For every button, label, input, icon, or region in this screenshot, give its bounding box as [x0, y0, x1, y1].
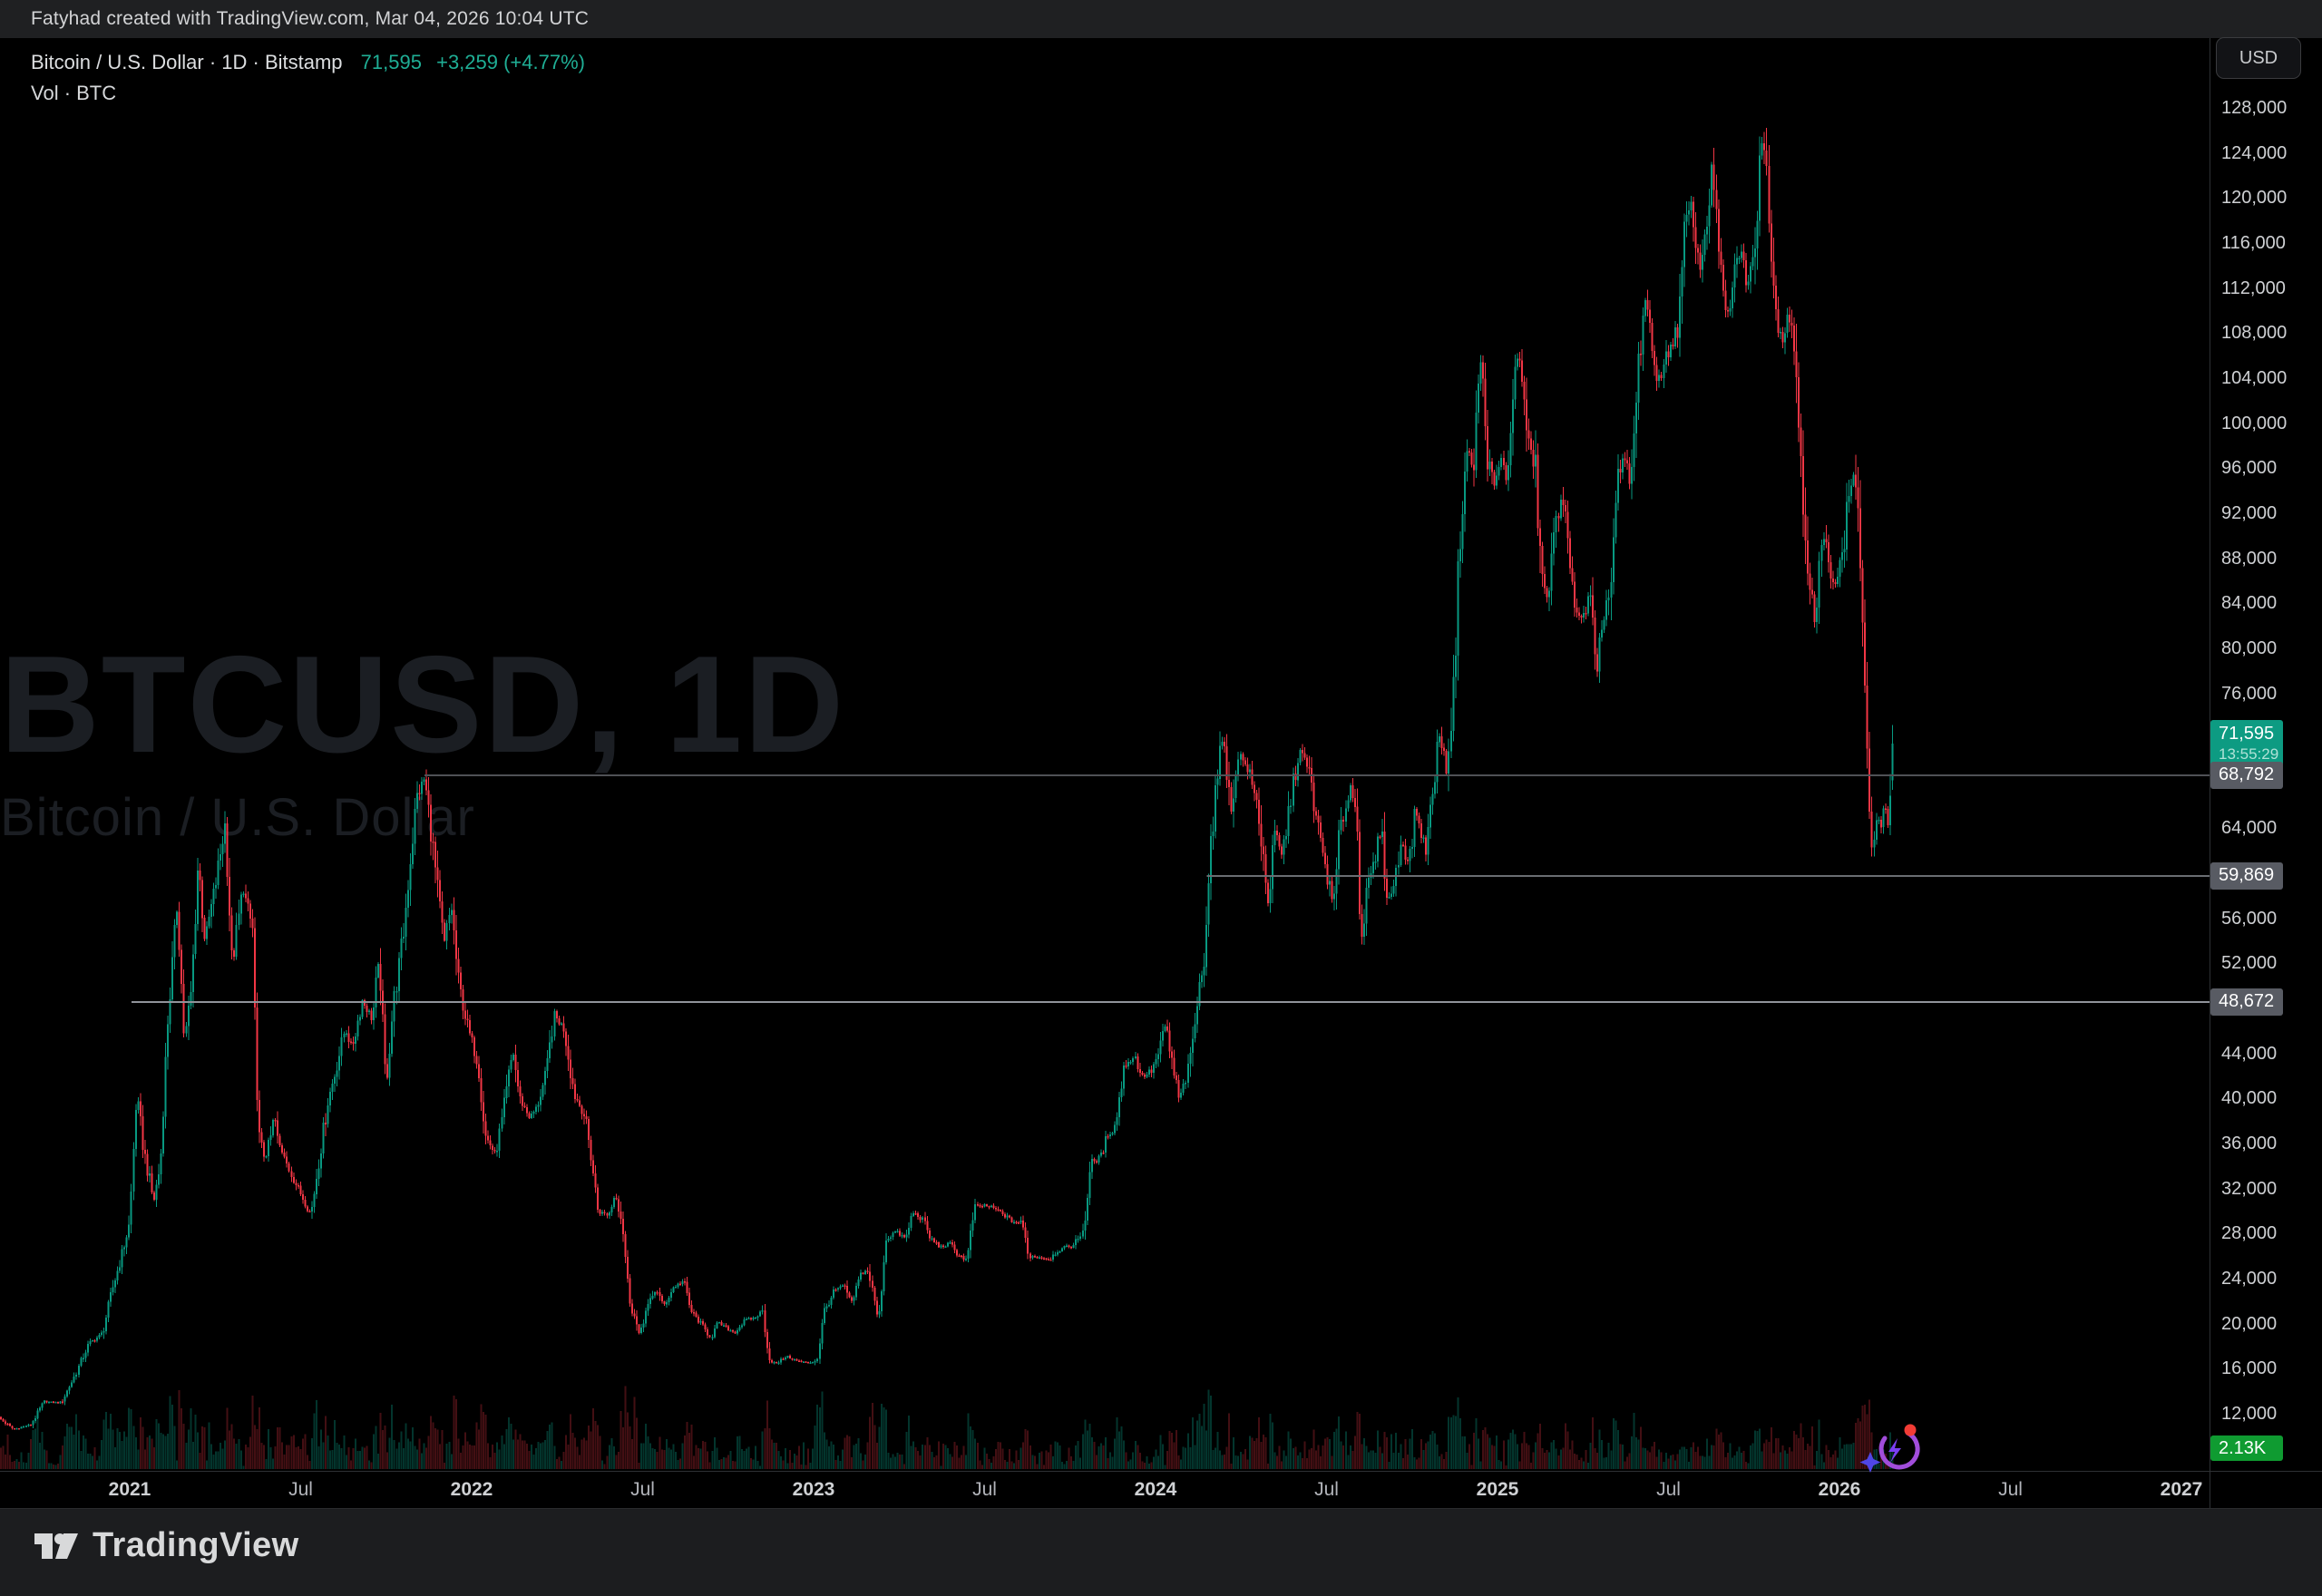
- time-tick-jul: Jul: [630, 1479, 655, 1500]
- price-tick: 64,000: [2221, 818, 2278, 839]
- time-tick-2026: 2026: [1818, 1479, 1861, 1500]
- price-tick: 36,000: [2221, 1134, 2278, 1154]
- price-line-badge: 48,672: [2210, 988, 2283, 1016]
- time-tick-2023: 2023: [792, 1479, 835, 1500]
- legend-change: +3,259 (+4.77%): [436, 51, 585, 73]
- tradingview-logo[interactable]: TradingView: [33, 1526, 299, 1565]
- price-tick: 128,000: [2221, 98, 2288, 118]
- price-tick: 124,000: [2221, 142, 2288, 163]
- volume-bars-up: [15, 1389, 1894, 1469]
- time-tick-jul: Jul: [1656, 1479, 1681, 1500]
- volume-badge: 2.13K: [2210, 1435, 2283, 1461]
- price-tick: 80,000: [2221, 637, 2278, 658]
- time-tick-2022: 2022: [450, 1479, 493, 1500]
- price-tick: 104,000: [2221, 367, 2288, 388]
- time-tick-jul: Jul: [972, 1479, 997, 1500]
- legend-symbol[interactable]: Bitcoin / U.S. Dollar · 1D · Bitstamp: [31, 51, 343, 73]
- price-ray-lines[interactable]: [131, 774, 2210, 1003]
- candles-down: [0, 128, 1889, 1430]
- candles-up: [15, 136, 1894, 1430]
- watermark-name: Bitcoin / U.S. Dollar: [0, 788, 475, 847]
- price-tick: 92,000: [2221, 502, 2278, 523]
- price-tick: 12,000: [2221, 1404, 2278, 1424]
- price-tick: 84,000: [2221, 593, 2278, 614]
- price-tick: 52,000: [2221, 953, 2278, 974]
- attribution-bar: Fatyhad created with TradingView.com, Ma…: [0, 0, 2322, 38]
- time-tick-2021: 2021: [108, 1479, 151, 1500]
- price-tick: 28,000: [2221, 1223, 2278, 1244]
- price-tick: 112,000: [2221, 277, 2286, 298]
- price-line-badge: 68,792: [2210, 761, 2283, 789]
- time-tick-jul: Jul: [288, 1479, 313, 1500]
- tradingview-logo-text: TradingView: [93, 1526, 299, 1564]
- event-sparkle-icon[interactable]: [1850, 1418, 1932, 1482]
- price-tick: 44,000: [2221, 1043, 2278, 1064]
- candlestick-plot[interactable]: [0, 38, 2210, 1471]
- time-tick-jul: Jul: [1314, 1479, 1339, 1500]
- volume-bars-down: [0, 1386, 1889, 1469]
- watermark-symbol: BTCUSD, 1D: [0, 628, 846, 782]
- tradingview-logo-icon: [34, 1533, 78, 1559]
- price-tick: 108,000: [2221, 323, 2288, 344]
- time-tick-2027: 2027: [2160, 1479, 2203, 1500]
- price-tick: 88,000: [2221, 548, 2278, 569]
- price-tick: 120,000: [2221, 188, 2288, 209]
- time-tick-jul: Jul: [1998, 1479, 2023, 1500]
- price-tick: 20,000: [2221, 1313, 2278, 1334]
- attribution-text: Fatyhad created with TradingView.com, Ma…: [31, 8, 590, 29]
- price-tick: 76,000: [2221, 683, 2278, 704]
- last-price-badge: 71,595 13:55:29: [2210, 720, 2283, 768]
- time-axis[interactable]: 2021 Jul 2022 Jul 2023 Jul 2024 Jul 2025 Jul 2026 J…: [0, 1471, 2322, 1509]
- price-tick: 32,000: [2221, 1178, 2278, 1199]
- currency-usd-button[interactable]: USD: [2216, 37, 2301, 79]
- time-tick-2024: 2024: [1134, 1479, 1177, 1500]
- price-tick: 96,000: [2221, 458, 2278, 479]
- chart-canvas[interactable]: [0, 38, 2210, 1471]
- price-tick: 16,000: [2221, 1358, 2278, 1379]
- price-tick: 56,000: [2221, 908, 2278, 929]
- price-tick: 100,000: [2221, 413, 2288, 433]
- price-tick: 40,000: [2221, 1088, 2278, 1109]
- legend-last-price: 71,595: [360, 51, 422, 73]
- legend-volume[interactable]: Vol · BTC: [31, 82, 117, 104]
- time-tick-2025: 2025: [1476, 1479, 1519, 1500]
- chart-legend: Bitcoin / U.S. Dollar · 1D · Bitstamp 71…: [31, 51, 585, 105]
- price-line-badge: 59,869: [2210, 861, 2283, 890]
- price-tick: 116,000: [2221, 232, 2286, 253]
- price-tick: 24,000: [2221, 1269, 2278, 1289]
- bottom-bar: TradingView: [0, 1508, 2322, 1596]
